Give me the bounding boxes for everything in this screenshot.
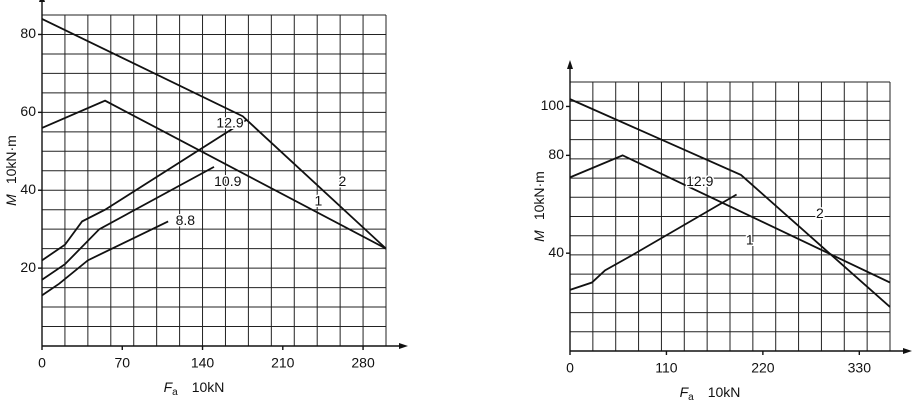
x-tick-label: 0: [38, 355, 46, 371]
series-line: [41, 166, 215, 281]
chart: 0 110 220 330 40 80 100 Fa 10kN M 10kN·m 12.9 1 2: [531, 60, 912, 401]
chart: 0 70 140 210 280 20 40 60 80 Fa 10kN M 10kN·m 12.9 10.…: [3, 0, 408, 398]
series-line: [41, 119, 247, 262]
x-tick-label: 330: [848, 360, 872, 376]
y-tick-label: 60: [20, 103, 36, 119]
x-tick-label: 280: [351, 355, 375, 371]
x-unit: 10kN: [708, 384, 741, 400]
y-axis-arrow: [39, 0, 45, 2]
x-axis-arrow: [903, 348, 912, 354]
x-axis-title: Fa 10kN: [164, 379, 225, 398]
annotation: 1: [314, 193, 322, 209]
x-tick-label: 210: [271, 355, 295, 371]
y-axis-title: M 10kN·m: [3, 135, 19, 206]
y-tick-label: 80: [20, 25, 36, 41]
annotation: 1: [746, 232, 754, 248]
y-tick-label: 80: [548, 146, 564, 162]
y-axis-title: M 10kN·m: [531, 171, 547, 242]
x-tick-label: 70: [114, 355, 130, 371]
annotation: 10.9: [214, 173, 241, 189]
x-tick-label: 140: [191, 355, 215, 371]
x-unit: 10kN: [192, 379, 225, 395]
x-tick-label: 110: [655, 360, 678, 376]
x-axis-title: Fa 10kN: [680, 384, 741, 401]
annotation: 12.9: [686, 173, 713, 189]
y-tick-label: 40: [548, 244, 564, 260]
series-line: [41, 18, 387, 250]
x-subscript: a: [688, 392, 694, 401]
x-tick-label: 220: [751, 360, 775, 376]
x-symbol: F: [164, 379, 174, 395]
y-symbol: M: [531, 230, 547, 242]
series-line: [41, 99, 387, 250]
annotation: 2: [816, 205, 824, 221]
annotation: 2: [339, 173, 347, 189]
x-subscript: a: [172, 387, 178, 398]
series-line: [569, 154, 891, 284]
x-symbol: F: [680, 384, 690, 400]
x-tick-label: 0: [566, 360, 574, 376]
series-line: [41, 220, 169, 297]
x-axis-arrow: [399, 343, 408, 349]
y-axis-arrow: [567, 60, 573, 69]
series-line: [569, 98, 891, 308]
annotation: 12.9: [216, 115, 243, 131]
y-tick-label: 40: [20, 181, 36, 197]
y-tick-label: 100: [541, 97, 565, 113]
series-line: [569, 193, 738, 291]
y-tick-label: 20: [20, 259, 36, 275]
annotation: 8.8: [176, 212, 196, 228]
y-unit: 10kN·m: [531, 171, 547, 220]
y-unit: 10kN·m: [3, 135, 19, 184]
y-symbol: M: [3, 194, 19, 206]
